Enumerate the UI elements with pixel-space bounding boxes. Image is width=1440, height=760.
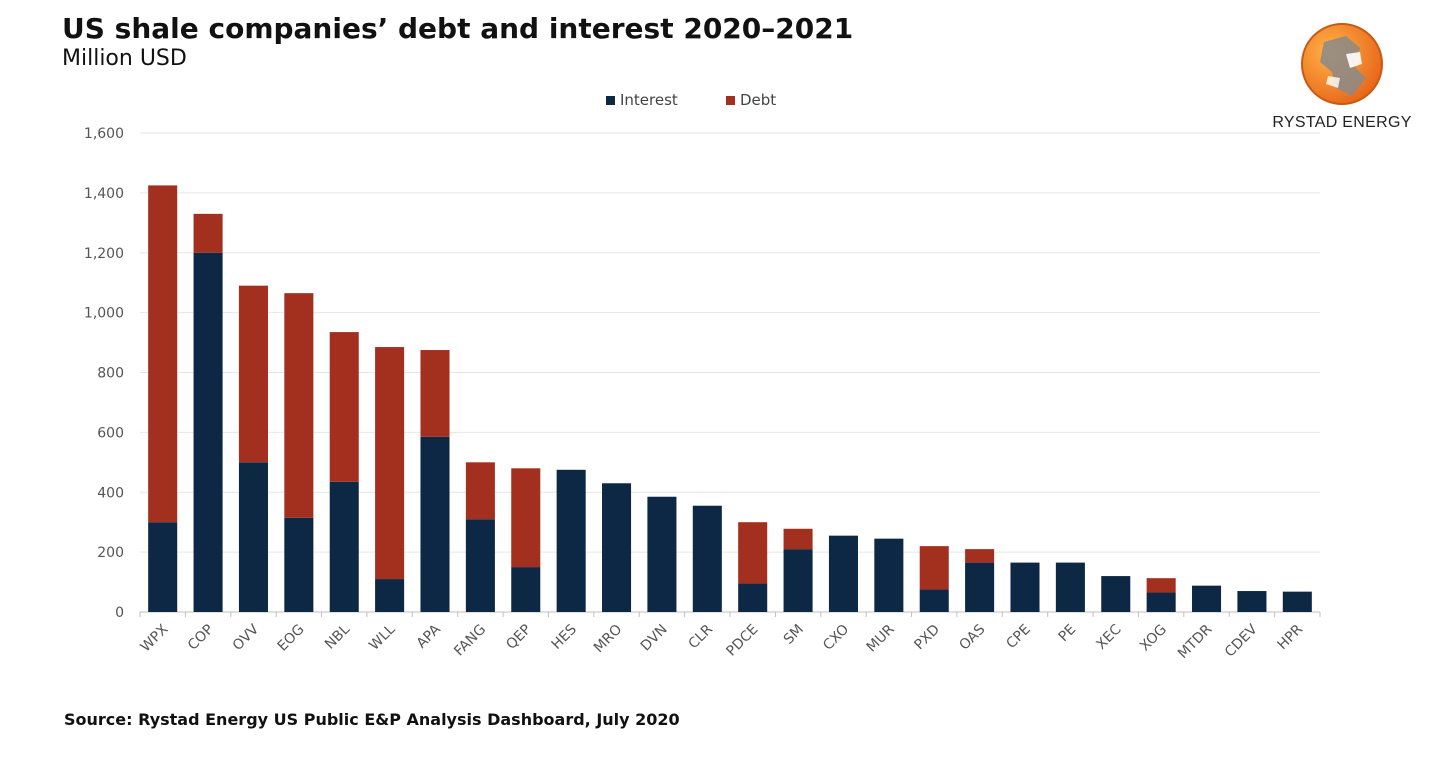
bar-debt-eog: [284, 293, 314, 518]
source-note: Source: Rystad Energy US Public E&P Anal…: [64, 710, 680, 729]
bar-debt-pxd: [919, 546, 949, 590]
x-tick-label: XOG: [1137, 622, 1170, 655]
bar-interest-hes: [556, 469, 586, 612]
bar-interest-nbl: [329, 481, 359, 612]
bar-debt-fang: [465, 462, 495, 520]
y-tick-label: 0: [115, 605, 124, 621]
bar-debt-nbl: [329, 332, 359, 482]
legend-label-debt: Debt: [740, 91, 776, 109]
bar-interest-pdce: [738, 583, 768, 612]
y-tick-label: 1,200: [84, 246, 124, 262]
bar-interest-pxd: [919, 589, 949, 612]
x-tick-label: COP: [185, 622, 217, 654]
bar-debt-wpx: [148, 185, 178, 523]
x-tick-label: APA: [414, 621, 444, 651]
bar-interest-wpx: [148, 522, 178, 612]
bar-interest-apa: [420, 436, 450, 612]
bar-interest-mtdr: [1192, 585, 1222, 612]
y-tick-label: 1,600: [84, 126, 124, 142]
legend-swatch-interest: [606, 96, 615, 105]
chart-subtitle: Million USD: [62, 46, 187, 71]
x-tick-label: HES: [549, 621, 580, 652]
x-tick-label: CDEV: [1222, 621, 1261, 660]
bar-debt-apa: [420, 350, 450, 437]
x-tick-label: OVV: [230, 621, 263, 654]
x-tick-label: QEP: [503, 622, 534, 653]
bar-debt-ovv: [238, 285, 268, 463]
rystad-logo: RYSTAD ENERGY: [1262, 18, 1422, 138]
globe-icon: [1301, 23, 1383, 105]
y-tick-label: 800: [97, 366, 124, 382]
bar-interest-xec: [1101, 576, 1131, 612]
bar-debt-cop: [193, 213, 223, 253]
bar-debt-sm: [783, 528, 813, 550]
x-tick-label: CXO: [820, 622, 852, 654]
stacked-bar-chart: 0 200 400 600 800 1,000 1,200 1,400 1,600 WPX COP O…: [84, 91, 1321, 662]
bar-debt-qep: [511, 468, 541, 568]
x-tick-label: SM: [781, 622, 807, 648]
x-tick-label: DVN: [638, 622, 671, 655]
bar-interest-xog: [1146, 592, 1176, 612]
bar-interest-pe: [1055, 562, 1085, 612]
x-tick-label: PE: [1056, 622, 1080, 646]
legend-label-interest: Interest: [620, 91, 678, 109]
bar-debt-pdce: [738, 522, 768, 584]
bar-interest-oas: [965, 562, 995, 612]
bar-interest-clr: [692, 505, 722, 612]
bar-interest-fang: [465, 519, 495, 612]
bar-debt-oas: [965, 549, 995, 563]
x-tick-label: CLR: [686, 621, 717, 652]
x-tick-label: WPX: [138, 621, 172, 655]
x-tick-label: XEC: [1093, 621, 1124, 652]
bar-interest-qep: [511, 567, 541, 612]
bar-interest-sm: [783, 549, 813, 612]
y-tick-label: 200: [97, 545, 124, 561]
x-tick-label: WLL: [366, 621, 398, 653]
x-tick-label: NBL: [322, 621, 353, 652]
x-tick-label: FANG: [451, 622, 489, 660]
bar-debt-xog: [1146, 578, 1176, 593]
bar-interest-cxo: [828, 535, 858, 612]
x-tick-label: MUR: [864, 621, 898, 655]
x-tick-label: OAS: [956, 621, 988, 653]
bar-interest-wll: [375, 579, 405, 612]
bar-interest-mur: [874, 538, 904, 612]
bar-interest-cpe: [1010, 562, 1040, 612]
y-tick-label: 1,000: [84, 306, 124, 322]
bar-interest-eog: [284, 517, 314, 612]
bar-interest-cop: [193, 252, 223, 612]
x-tick-label: MRO: [591, 622, 626, 657]
bar-interest-mro: [602, 483, 632, 612]
x-tick-label: CPE: [1003, 622, 1033, 652]
y-tick-label: 400: [97, 485, 124, 501]
x-tick-label: EOG: [275, 622, 308, 655]
y-tick-label: 1,400: [84, 186, 124, 202]
bar-interest-ovv: [238, 462, 268, 612]
x-tick-label: HPR: [1275, 621, 1307, 653]
y-tick-label: 600: [97, 425, 124, 441]
x-tick-label: PDCE: [723, 622, 761, 660]
bar-interest-cdev: [1237, 591, 1267, 612]
chart-title: US shale companies’ debt and interest 20…: [62, 12, 854, 45]
legend-swatch-debt: [726, 96, 735, 105]
bar-debt-wll: [375, 347, 405, 580]
bar-interest-dvn: [647, 496, 677, 612]
logo-text: RYSTAD ENERGY: [1272, 114, 1412, 131]
x-tick-label: PXD: [911, 622, 943, 654]
x-tick-label: MTDR: [1175, 621, 1216, 662]
bar-interest-hpr: [1282, 591, 1312, 612]
